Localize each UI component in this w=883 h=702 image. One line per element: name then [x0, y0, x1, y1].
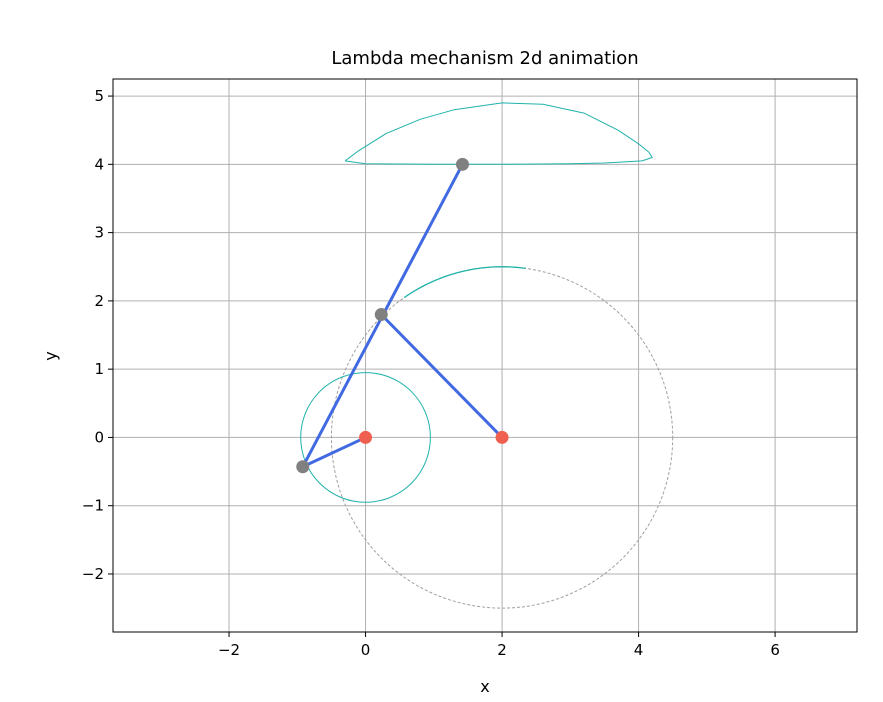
y-tick-label: −2 [82, 565, 104, 583]
y-tick-label: 1 [94, 360, 104, 378]
x-tick-label: 0 [361, 641, 371, 659]
fixed-pivot-marker [359, 430, 373, 444]
y-tick-label: −1 [82, 497, 104, 515]
y-tick-label: 4 [94, 155, 104, 173]
moving-joint-marker [296, 460, 310, 474]
x-axis-label: x [480, 677, 489, 696]
y-tick-label: 3 [94, 224, 104, 242]
reference-circle [330, 266, 674, 609]
moving-joint-marker [455, 157, 469, 171]
plot-area-frame [112, 78, 858, 633]
mechanism-link [379, 313, 504, 439]
axis-ticks: −2 0 2 4 6 −2 −1 0 1 2 3 4 5 [82, 87, 780, 659]
y-tick-label: 5 [94, 87, 104, 105]
coupler-curve-trace [344, 102, 653, 165]
y-tick-label: 2 [94, 292, 104, 310]
y-tick-label: 0 [94, 428, 104, 446]
moving-joint-marker [374, 308, 388, 322]
x-tick-label: −2 [218, 641, 240, 659]
x-tick-label: 2 [497, 641, 507, 659]
fixed-pivot-marker [495, 430, 509, 444]
plot-series [296, 102, 674, 609]
x-tick-label: 4 [634, 641, 644, 659]
crank-trace-circle [300, 372, 431, 503]
y-axis-label: y [41, 351, 60, 360]
rocker-arc-trace [403, 266, 526, 299]
mechanism-link [301, 435, 368, 469]
grid-lines [113, 79, 857, 632]
x-tick-label: 6 [770, 641, 780, 659]
chart-title: Lambda mechanism 2d animation [331, 48, 638, 69]
